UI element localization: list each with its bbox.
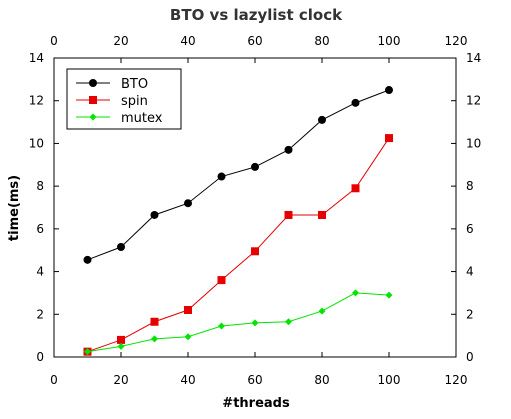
- y-tick-label-left: 10: [29, 136, 44, 150]
- series-line-mutex: [87, 292, 390, 353]
- data-point-bto: [150, 210, 159, 219]
- data-point-bto: [251, 162, 259, 171]
- legend-marker-mutex: [89, 113, 97, 121]
- x-tick-label-bottom: 0: [50, 373, 58, 387]
- y-tick-label-right: 10: [466, 136, 481, 150]
- x-tick-label-bottom: 40: [180, 373, 195, 387]
- legend-entry-spin: spin: [76, 94, 148, 109]
- data-point-spin: [351, 184, 360, 193]
- data-point-bto: [351, 98, 360, 107]
- series-line-bto: [87, 89, 390, 261]
- data-point-mutex: [184, 333, 192, 341]
- data-point-bto: [318, 115, 326, 124]
- data-point-mutex: [151, 335, 158, 343]
- x-tick-label-bottom: 100: [378, 373, 401, 387]
- data-point-mutex: [285, 318, 292, 326]
- data-point-mutex: [117, 342, 125, 350]
- x-tick-label-top: 60: [247, 34, 262, 48]
- data-point-spin: [184, 306, 192, 315]
- data-point-bto: [184, 199, 192, 208]
- data-point-spin: [284, 210, 293, 219]
- data-point-spin: [217, 276, 226, 285]
- data-point-spin: [150, 317, 159, 326]
- data-point-mutex: [218, 322, 225, 330]
- x-tick-label-top: 80: [314, 34, 329, 48]
- data-point-spin: [251, 247, 259, 256]
- data-point-spin: [385, 134, 393, 143]
- x-tick-label-top: 40: [180, 34, 195, 48]
- legend-label-bto: BTO: [121, 77, 148, 92]
- x-tick-label-top: 0: [50, 34, 58, 48]
- y-tick-label-left: 8: [36, 179, 44, 193]
- x-tick-label-bottom: 80: [314, 373, 329, 387]
- data-point-bto: [83, 255, 92, 264]
- y-tick-label-left: 14: [29, 51, 44, 65]
- series-mutex: [84, 289, 393, 356]
- series-layer: [83, 86, 393, 356]
- series-line-spin: [87, 137, 390, 353]
- y-tick-label-right: 4: [466, 265, 474, 279]
- data-point-mutex: [352, 289, 359, 297]
- data-point-mutex: [385, 291, 393, 299]
- y-tick-label-right: 8: [466, 179, 474, 193]
- legend-marker-bto: [89, 79, 97, 87]
- y-tick-label-right: 12: [466, 94, 481, 108]
- y-tick-label-left: 2: [36, 307, 44, 321]
- legend-entry-mutex: mutex: [76, 111, 163, 126]
- y-tick-label-right: 0: [466, 350, 474, 364]
- data-point-mutex: [318, 307, 326, 315]
- series-bto: [83, 86, 393, 264]
- x-tick-label-top: 120: [445, 34, 468, 48]
- data-point-bto: [385, 86, 393, 95]
- x-tick-label-bottom: 20: [113, 373, 128, 387]
- y-tick-label-left: 12: [29, 94, 44, 108]
- x-tick-label-bottom: 120: [445, 373, 468, 387]
- y-tick-label-right: 2: [466, 307, 474, 321]
- data-point-spin: [318, 210, 326, 219]
- x-tick-label-bottom: 60: [247, 373, 262, 387]
- data-point-bto: [117, 243, 125, 252]
- data-point-bto: [217, 172, 226, 181]
- x-axis-label: #threads: [222, 396, 290, 411]
- data-point-spin: [117, 335, 125, 344]
- axis-ticks: [53, 57, 457, 358]
- y-tick-label-right: 6: [466, 222, 474, 236]
- legend-box: [66, 68, 182, 130]
- data-point-mutex: [84, 348, 91, 356]
- y-tick-label-left: 0: [36, 350, 44, 364]
- y-tick-label-left: 6: [36, 222, 44, 236]
- data-point-bto: [284, 145, 293, 154]
- legend-label-mutex: mutex: [121, 111, 163, 126]
- y-axis-label: time(ms): [7, 175, 22, 241]
- legend-marker-spin: [89, 96, 97, 104]
- chart-title: BTO vs lazylist clock: [170, 6, 343, 24]
- x-tick-label-top: 20: [113, 34, 128, 48]
- y-tick-label-right: 14: [466, 51, 481, 65]
- x-tick-label-top: 100: [378, 34, 401, 48]
- series-spin: [83, 134, 393, 356]
- legend: BTO spin mutex: [66, 68, 182, 130]
- legend-label-spin: spin: [121, 94, 148, 109]
- legend-entry-bto: BTO: [76, 77, 148, 92]
- y-tick-label-left: 4: [36, 265, 44, 279]
- data-point-mutex: [251, 319, 259, 327]
